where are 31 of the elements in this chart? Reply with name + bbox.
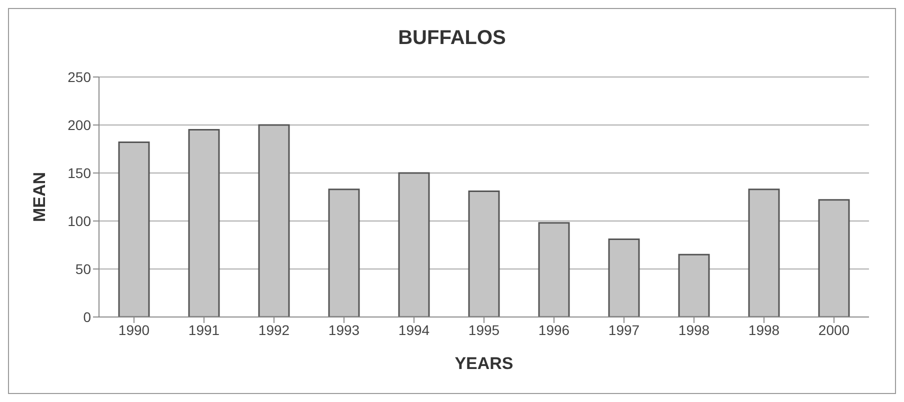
x-tick-label: 2000 xyxy=(818,322,850,338)
bar xyxy=(258,124,290,317)
x-axis-title: YEARS xyxy=(454,354,514,373)
y-tick-label: 100 xyxy=(68,212,92,229)
bar xyxy=(678,254,710,317)
bar xyxy=(188,129,220,317)
y-tick-label: 150 xyxy=(68,164,92,181)
x-tick-label: 1992 xyxy=(258,322,290,338)
x-tick-label: 1991 xyxy=(188,322,220,338)
bar xyxy=(118,142,150,317)
x-tick-label: 1990 xyxy=(118,322,150,338)
x-tick-label: 1995 xyxy=(468,322,500,338)
chart-title: BUFFALOS xyxy=(397,27,507,51)
y-tick-label: 250 xyxy=(68,68,92,85)
x-tick-label: 1993 xyxy=(328,322,360,338)
bar xyxy=(818,199,850,317)
x-tick-label: 1997 xyxy=(608,322,640,338)
y-tick-label: 50 xyxy=(75,260,92,277)
bar xyxy=(398,172,430,317)
bar xyxy=(538,222,570,317)
y-tick-label: 200 xyxy=(68,116,92,133)
y-axis-title: MEAN xyxy=(30,172,50,222)
x-tick-label: 1994 xyxy=(398,322,430,338)
bar xyxy=(468,190,500,317)
x-tick-label: 1996 xyxy=(538,322,570,338)
x-tick-label: 1998 xyxy=(678,322,710,338)
bar xyxy=(608,238,640,317)
bar xyxy=(748,188,780,317)
x-tick-label: 1998 xyxy=(748,322,780,338)
y-tick-label: 0 xyxy=(83,308,92,325)
bar xyxy=(328,188,360,317)
